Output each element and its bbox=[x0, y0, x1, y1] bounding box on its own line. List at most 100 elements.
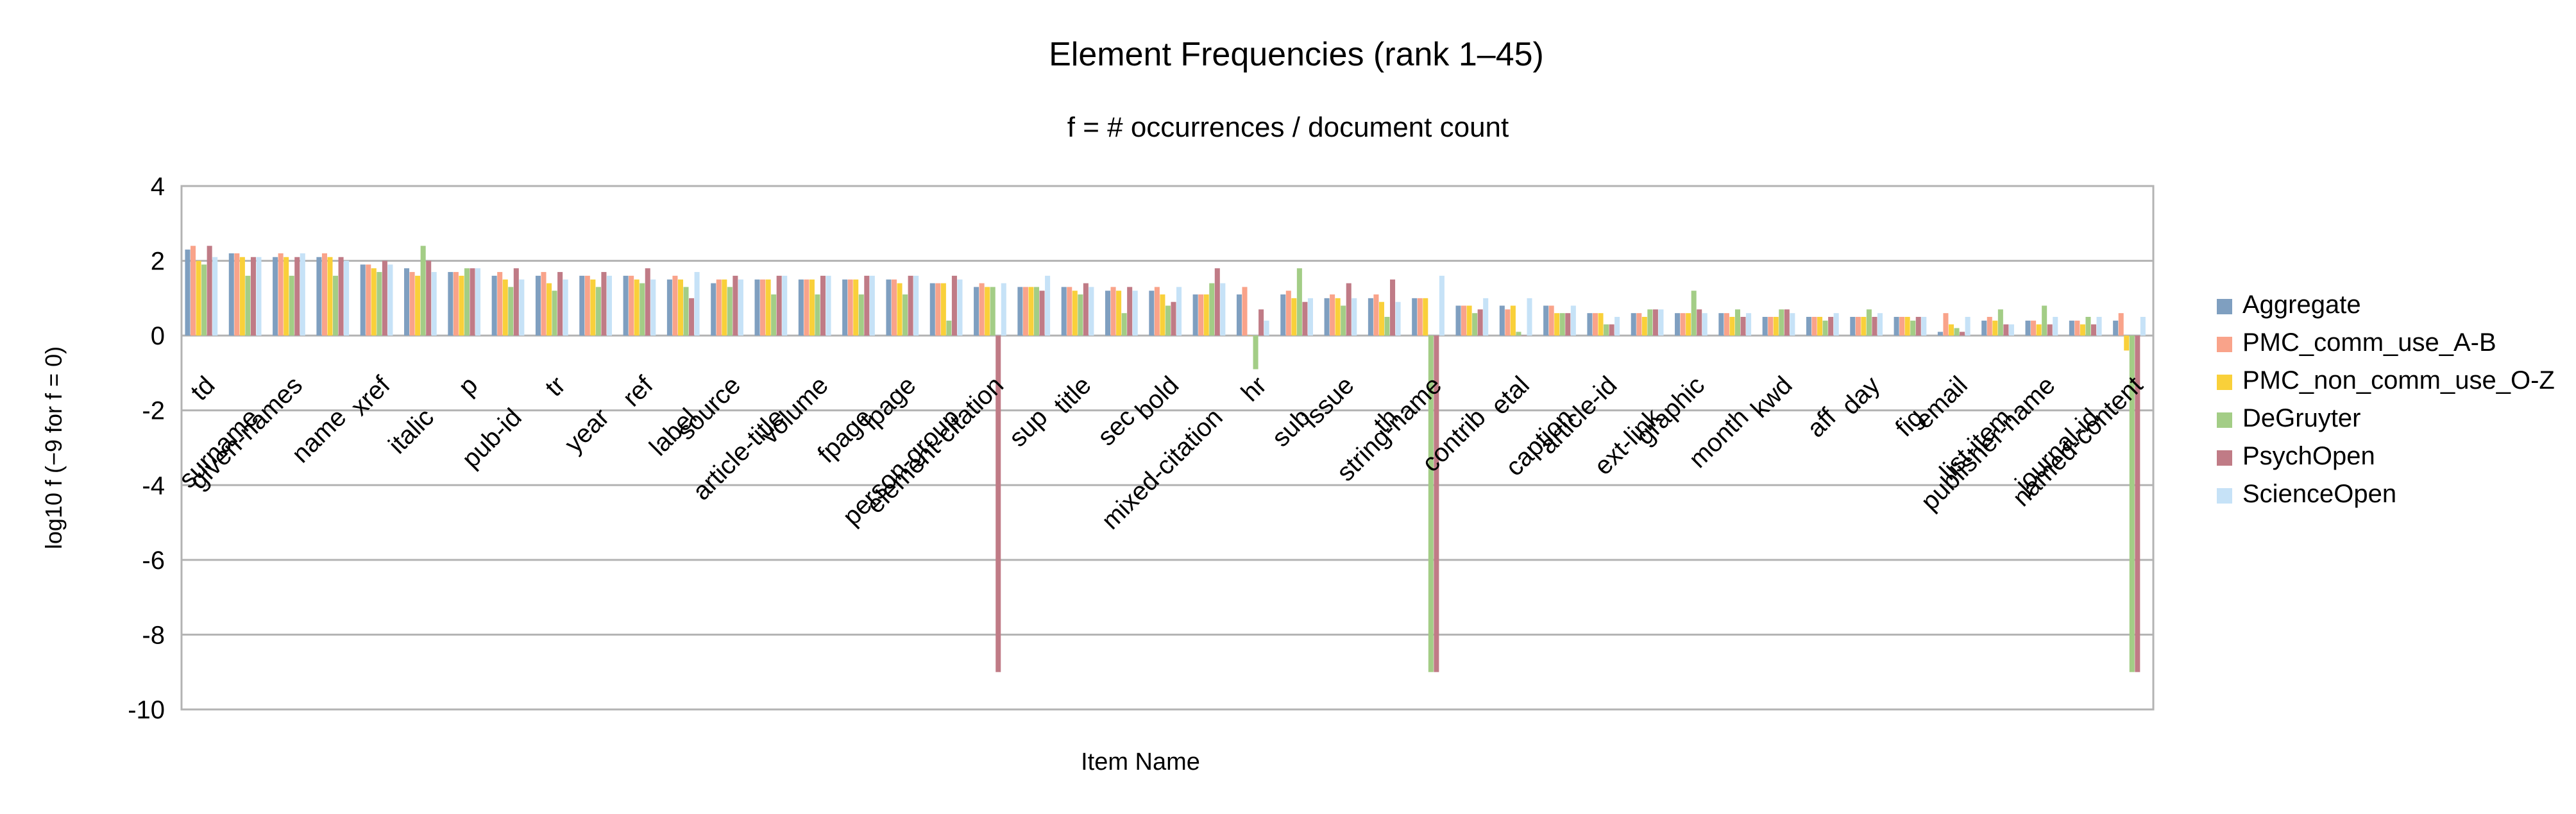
bar bbox=[207, 246, 212, 336]
bar bbox=[650, 279, 656, 336]
bar bbox=[1877, 313, 1883, 336]
bar bbox=[990, 287, 996, 336]
bar bbox=[716, 279, 722, 336]
bar bbox=[1264, 320, 1269, 336]
x-tick-label: italic bbox=[383, 403, 439, 459]
bar bbox=[1078, 294, 1083, 336]
bar bbox=[1165, 305, 1171, 336]
bar bbox=[1822, 320, 1828, 336]
bar bbox=[1811, 317, 1817, 336]
bar bbox=[1937, 332, 1943, 336]
bar bbox=[1554, 313, 1560, 336]
bar bbox=[935, 283, 941, 336]
bar bbox=[1483, 298, 1489, 336]
bar bbox=[858, 294, 864, 336]
bar bbox=[212, 257, 218, 336]
x-tick-label: tr bbox=[540, 371, 571, 402]
bar bbox=[1253, 335, 1258, 369]
bar bbox=[1981, 320, 1987, 336]
bar bbox=[733, 275, 738, 336]
bar bbox=[1083, 283, 1089, 336]
bar bbox=[1987, 317, 1992, 336]
bar bbox=[234, 253, 240, 336]
bar bbox=[1116, 291, 1122, 336]
legend-label: PMC_comm_use_A-B bbox=[2242, 328, 2496, 357]
bar bbox=[1499, 305, 1505, 336]
bar bbox=[1033, 287, 1040, 336]
bar bbox=[847, 279, 853, 336]
bar bbox=[1559, 313, 1565, 336]
bar bbox=[1866, 309, 1872, 336]
bar bbox=[228, 253, 234, 336]
bar bbox=[1192, 294, 1198, 336]
x-tick-label: contrib bbox=[1417, 403, 1491, 477]
bar bbox=[1346, 283, 1352, 336]
bar bbox=[1121, 313, 1127, 336]
x-tick-label: year bbox=[559, 403, 614, 458]
bar bbox=[1828, 317, 1834, 336]
bar bbox=[1154, 287, 1160, 336]
bar bbox=[256, 257, 262, 336]
bar bbox=[1510, 305, 1516, 336]
bar bbox=[1160, 294, 1165, 336]
bar bbox=[366, 264, 371, 336]
bar bbox=[1017, 287, 1023, 336]
bar bbox=[1072, 291, 1078, 336]
bar bbox=[1740, 317, 1746, 336]
bar bbox=[1992, 320, 1998, 336]
bar bbox=[765, 279, 771, 336]
bar bbox=[1171, 301, 1176, 336]
bar bbox=[974, 287, 979, 336]
bar bbox=[804, 279, 809, 336]
bar bbox=[738, 279, 743, 336]
bar bbox=[2025, 320, 2031, 336]
bar bbox=[1412, 298, 1418, 336]
legend-label: ScienceOpen bbox=[2242, 480, 2396, 508]
bar bbox=[1734, 309, 1741, 336]
bar bbox=[2096, 317, 2102, 336]
bar bbox=[1176, 287, 1182, 336]
bar bbox=[776, 275, 782, 336]
bar bbox=[908, 275, 913, 336]
bar bbox=[1455, 305, 1461, 336]
y-tick-label: 4 bbox=[151, 173, 165, 201]
bar bbox=[448, 272, 453, 336]
bar bbox=[1762, 317, 1768, 336]
bar bbox=[1214, 268, 1220, 336]
bar bbox=[1061, 287, 1067, 336]
x-tick-label: name bbox=[287, 403, 352, 468]
bar bbox=[387, 264, 393, 336]
bar bbox=[431, 272, 437, 336]
bar bbox=[902, 294, 908, 336]
bar bbox=[1461, 305, 1467, 336]
legend-swatch bbox=[2217, 337, 2232, 352]
bar bbox=[754, 279, 760, 336]
bar bbox=[1285, 291, 1291, 336]
x-tick-label: hr bbox=[1236, 371, 1272, 407]
bar bbox=[683, 287, 689, 336]
bar bbox=[1894, 317, 1899, 336]
legend: Aggregate PMC_comm_use_A-B PMC_non_comm_us… bbox=[2217, 291, 2555, 508]
bar bbox=[420, 246, 426, 336]
bar bbox=[1921, 317, 1927, 336]
bar bbox=[1291, 298, 1297, 336]
x-axis-label: Item Name bbox=[1081, 749, 1200, 776]
y-tick-label: 0 bbox=[151, 322, 165, 350]
bar bbox=[1378, 301, 1384, 336]
bar bbox=[1641, 317, 1647, 336]
bar bbox=[1850, 317, 1856, 336]
bar bbox=[957, 279, 963, 336]
bar bbox=[2003, 324, 2009, 336]
bar bbox=[1341, 305, 1346, 336]
bar bbox=[940, 283, 946, 336]
bar bbox=[338, 257, 344, 336]
bar bbox=[409, 272, 415, 336]
y-tick-label: -8 bbox=[142, 621, 165, 649]
bars bbox=[185, 246, 2146, 672]
bar bbox=[951, 275, 957, 336]
chart-title: Element Frequencies (rank 1–45) bbox=[1049, 36, 1544, 73]
legend-swatch bbox=[2217, 488, 2232, 504]
bar bbox=[1658, 309, 1664, 336]
bar bbox=[415, 275, 421, 336]
bar bbox=[547, 283, 552, 336]
